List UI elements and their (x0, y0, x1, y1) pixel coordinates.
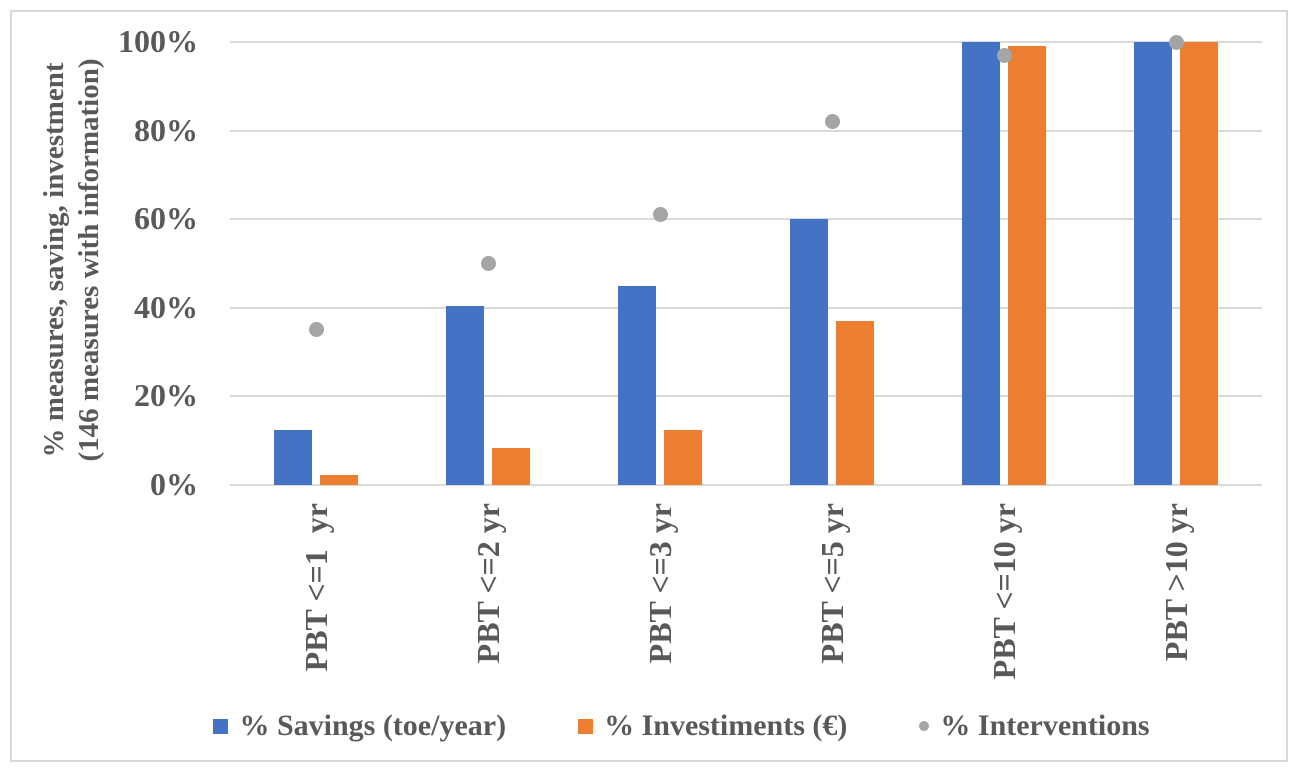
dot-interventions (652, 207, 668, 223)
legend-circle-marker-icon (919, 721, 930, 731)
dot-interventions (308, 322, 324, 338)
legend-square-marker-icon (578, 718, 594, 734)
bar-savings (962, 42, 1000, 485)
legend-item: % Savings (toe/year) (213, 708, 506, 744)
gridline (230, 395, 1262, 397)
bar-investiments (492, 448, 530, 485)
gridline (230, 484, 1262, 486)
y-axis-tick-label: 100% (118, 23, 198, 59)
dot-interventions (480, 256, 496, 271)
dot-interventions (996, 47, 1012, 63)
bar-savings (790, 219, 828, 485)
x-axis-label: PBT <=5 yr (814, 503, 850, 664)
y-axis-tick-label: 0% (150, 466, 198, 502)
legend-label: % Investiments (€) (604, 709, 848, 742)
gridline (230, 307, 1262, 309)
y-axis-tick-label: 40% (134, 289, 198, 325)
legend-item: % Investiments (€) (578, 708, 847, 744)
x-axis-label: PBT <=2 yr (470, 503, 506, 664)
gridline (230, 41, 1262, 43)
legend-label: % Interventions (940, 709, 1150, 742)
x-axis-label: PBT >10 yr (1158, 503, 1194, 662)
bar-investiments (320, 475, 358, 485)
y-axis-tick-label: 60% (134, 200, 198, 236)
legend-label: % Savings (toe/year) (239, 709, 507, 742)
bar-investiments (1180, 42, 1218, 485)
dot-interventions (1168, 34, 1184, 50)
bar-investiments (1008, 46, 1046, 485)
x-axis-label: PBT <=1 yr (298, 503, 334, 672)
bar-savings (618, 286, 656, 485)
y-axis-tick-label: 80% (134, 112, 198, 148)
bar-investiments (664, 430, 702, 485)
legend: % Savings (toe/year) % Investiments (€) % … (32, 703, 1299, 749)
gridline (230, 218, 1262, 220)
bar-savings (274, 430, 312, 485)
bar-investiments (836, 321, 874, 485)
gridline (230, 130, 1262, 132)
bar-savings (1134, 42, 1172, 485)
x-axis-label: PBT <=3 yr (642, 503, 678, 664)
legend-square-marker-icon (213, 718, 229, 734)
bar-savings (446, 306, 484, 485)
x-axis-label: PBT <=10 yr (986, 503, 1022, 680)
legend-item: % Interventions (919, 708, 1150, 744)
y-axis-tick-label: 20% (134, 377, 198, 413)
dot-interventions (824, 114, 840, 130)
